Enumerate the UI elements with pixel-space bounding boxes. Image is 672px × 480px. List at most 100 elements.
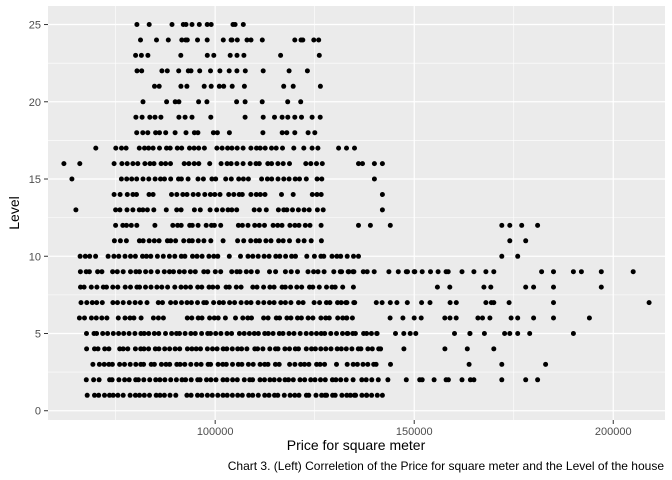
data-point: [535, 222, 541, 228]
data-point: [95, 346, 101, 352]
y-tick-label: 0: [35, 406, 41, 418]
data-point: [141, 346, 147, 352]
data-point: [411, 315, 417, 321]
data-point: [125, 346, 131, 352]
data-point: [379, 207, 385, 213]
data-point: [202, 192, 208, 197]
data-point: [171, 269, 176, 275]
data-point: [196, 161, 202, 167]
data-point: [328, 346, 334, 352]
data-point: [319, 161, 325, 167]
data-point: [169, 331, 175, 336]
data-point: [201, 145, 207, 151]
data-point: [359, 392, 365, 398]
data-point: [254, 269, 260, 275]
data-point: [328, 331, 334, 336]
data-point: [297, 331, 303, 336]
data-point: [508, 315, 514, 321]
data-point: [110, 269, 116, 275]
data-point: [148, 269, 154, 275]
data-point: [344, 315, 350, 321]
data-point: [82, 315, 87, 321]
data-point: [177, 361, 183, 367]
data-point: [515, 253, 521, 259]
data-point: [296, 300, 301, 306]
data-point: [215, 284, 221, 290]
data-point: [464, 346, 470, 352]
data-point: [338, 377, 344, 383]
data-point: [207, 207, 213, 213]
data-point: [141, 331, 147, 336]
data-point: [475, 315, 481, 321]
data-point: [164, 68, 170, 74]
data-point: [344, 361, 350, 367]
data-point: [309, 192, 315, 197]
data-point: [170, 222, 176, 228]
data-point: [188, 377, 194, 383]
data-point: [229, 346, 235, 352]
data-point: [128, 284, 133, 290]
data-point: [144, 300, 150, 306]
data-point: [288, 284, 294, 290]
data-point: [322, 331, 328, 336]
data-point: [276, 238, 282, 244]
data-point: [140, 176, 146, 182]
data-point: [137, 284, 143, 290]
data-point: [242, 68, 248, 74]
data-point: [374, 392, 380, 398]
data-point: [551, 315, 556, 321]
chart-caption: Chart 3. (Left) Correletion of the Price…: [227, 459, 664, 473]
data-point: [120, 300, 126, 306]
data-point: [499, 222, 505, 228]
data-point: [172, 130, 178, 136]
data-point: [219, 145, 225, 151]
data-point: [351, 253, 356, 259]
data-point: [157, 145, 162, 151]
data-point: [184, 83, 190, 89]
data-point: [340, 284, 346, 290]
data-point: [195, 192, 201, 197]
data-point: [233, 315, 238, 321]
data-point: [267, 269, 272, 275]
data-point: [467, 377, 473, 383]
data-point: [317, 83, 323, 89]
data-point: [434, 284, 440, 290]
data-point: [300, 300, 306, 306]
x-axis: 100000 150000 200000: [197, 420, 632, 438]
data-point: [195, 315, 201, 321]
data-point: [215, 361, 221, 367]
data-point: [201, 238, 207, 244]
data-point: [184, 300, 190, 306]
data-point: [178, 253, 184, 259]
data-point: [184, 392, 190, 398]
data-point: [195, 238, 201, 244]
data-point: [212, 192, 218, 197]
data-point: [280, 145, 285, 151]
data-point: [401, 331, 407, 336]
data-point: [124, 207, 130, 213]
data-point: [535, 377, 541, 383]
data-point: [431, 377, 437, 383]
data-point: [122, 361, 127, 367]
data-point: [163, 207, 169, 213]
data-point: [226, 192, 232, 197]
data-point: [334, 361, 339, 367]
data-point: [295, 269, 300, 275]
data-point: [189, 315, 195, 321]
data-point: [551, 269, 556, 275]
data-point: [155, 315, 161, 321]
data-point: [358, 346, 364, 352]
data-point: [239, 392, 245, 398]
data-point: [172, 284, 178, 290]
data-point: [211, 222, 217, 228]
data-point: [120, 392, 126, 398]
data-point: [279, 114, 285, 120]
data-point: [284, 207, 290, 213]
x-tick-label: 150000: [396, 426, 433, 438]
data-point: [275, 207, 281, 213]
data-point: [223, 176, 229, 182]
data-point: [257, 377, 263, 383]
data-point: [257, 192, 263, 197]
data-point: [292, 114, 298, 120]
data-point: [183, 284, 189, 290]
